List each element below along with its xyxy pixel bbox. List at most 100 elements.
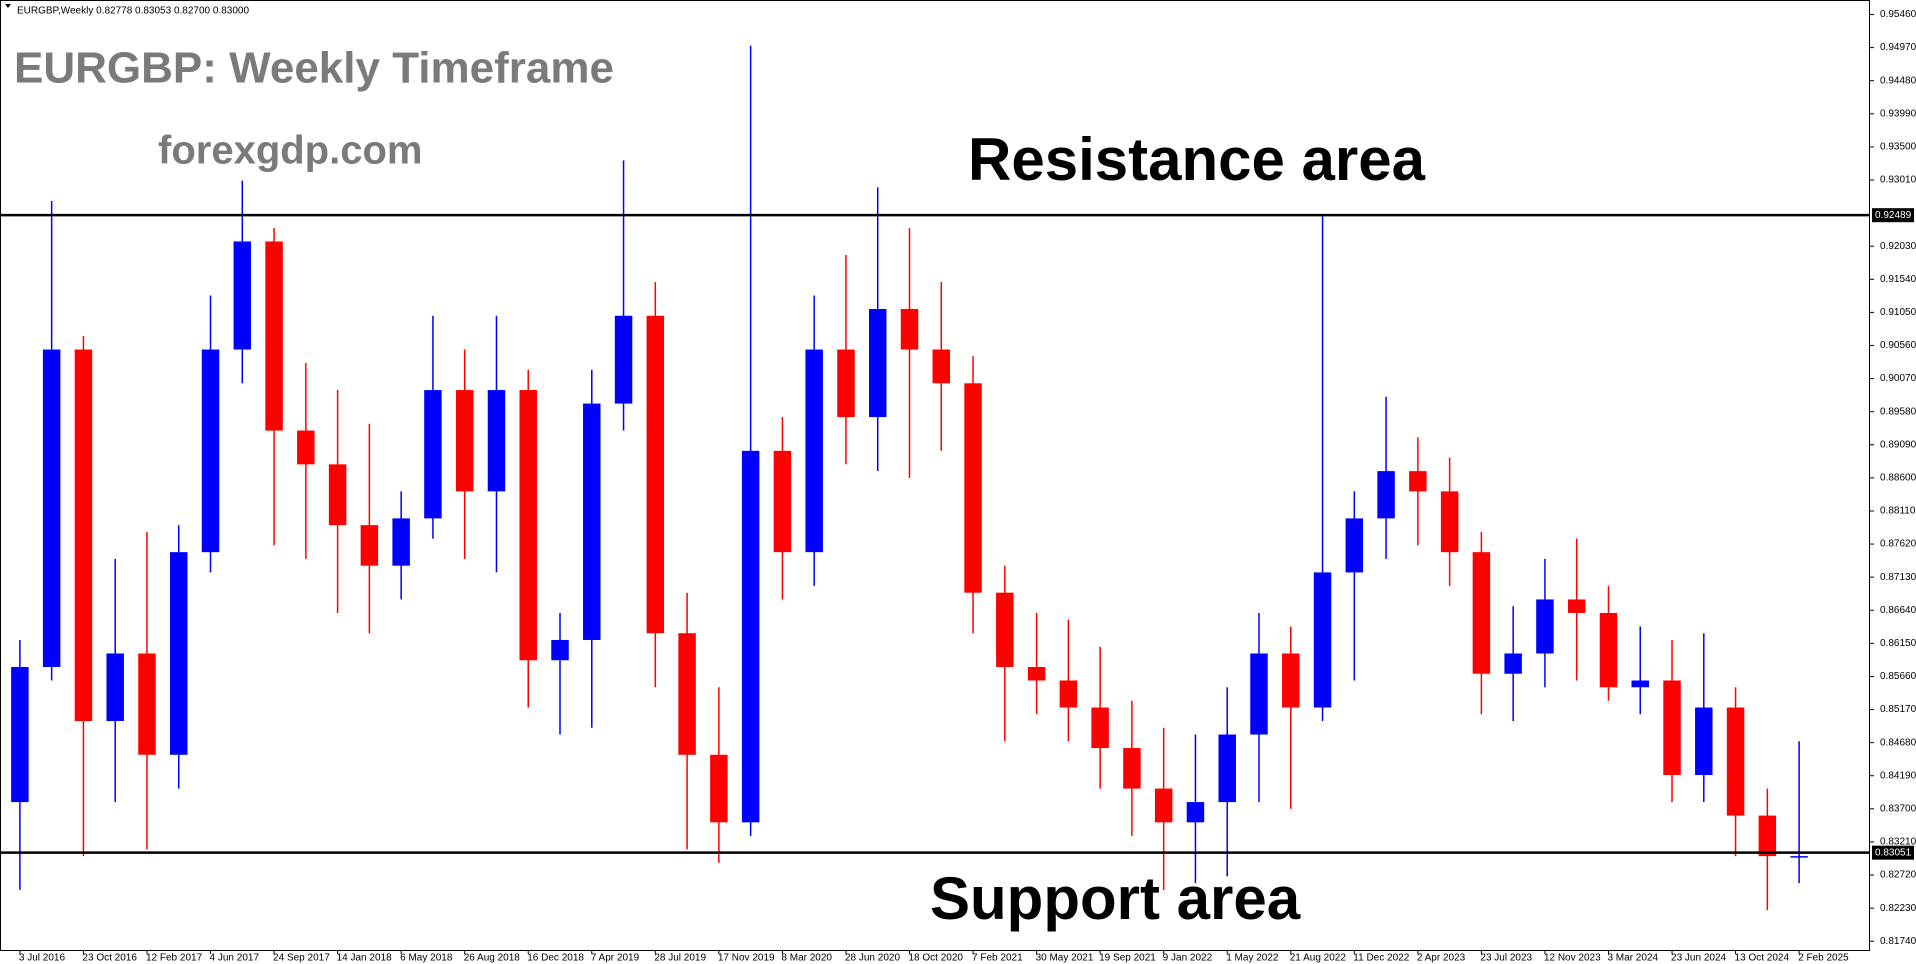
candle-body [138,653,156,755]
x-tick-label: 7 Apr 2019 [591,953,640,964]
candle-body [106,653,124,722]
candle-body [233,241,252,350]
candle-body [1154,788,1173,823]
x-tick-label: 16 Dec 2018 [527,953,584,964]
y-tick-label: 0.92030 [1880,241,1916,252]
y-tick-label: 0.93010 [1880,175,1916,186]
candle-body [1377,471,1395,519]
y-tick-label: 0.94970 [1880,42,1916,53]
chart-title: EURGBP: Weekly Timeframe [14,44,614,93]
x-tick-label: 19 Sep 2021 [1099,953,1156,964]
level-label: 0.83051 [1875,847,1912,858]
candle-body [1567,599,1586,613]
y-tick-label: 0.87620 [1880,539,1916,550]
candle-body [1186,802,1205,823]
candle-body [455,390,474,492]
candle-body [710,754,728,823]
candle-body [1504,653,1522,674]
candle-body [551,639,569,661]
x-tick-label: 26 Aug 2018 [464,953,521,964]
x-tick-label: 23 Oct 2016 [82,953,137,964]
candle-body [1027,666,1046,681]
x-tick-label: 4 Jun 2017 [210,953,260,964]
candle-body [1758,815,1777,857]
candle-body [1790,856,1808,858]
candle-body [392,518,410,566]
x-tick-label: 8 Mar 2020 [781,953,832,964]
y-tick-label: 0.90560 [1880,340,1916,351]
candle-body [328,464,347,526]
candle-body [11,666,29,803]
y-tick-label: 0.85660 [1880,671,1916,682]
y-tick-label: 0.87130 [1880,572,1916,583]
x-tick-label: 3 Mar 2024 [1607,953,1658,964]
y-tick-label: 0.94480 [1880,75,1916,86]
candle-body [1663,680,1681,776]
x-tick-label: 23 Jun 2024 [1671,953,1726,964]
y-tick-label: 0.90070 [1880,373,1916,384]
candle-body [1345,518,1364,573]
y-tick-label: 0.93500 [1880,142,1916,153]
candle-body [1440,491,1459,553]
candle-body [773,450,792,553]
x-tick-label: 30 May 2021 [1036,953,1094,964]
x-tick-label: 2 Feb 2025 [1798,953,1849,964]
x-tick-label: 2 Apr 2023 [1417,953,1466,964]
x-tick-label: 18 Oct 2020 [909,953,964,964]
candle-body [74,349,93,722]
x-tick-label: 28 Jul 2019 [654,953,706,964]
candle-body [265,241,283,431]
candle-body [1599,612,1618,688]
x-tick-label: 3 Jul 2016 [19,953,66,964]
plot-frame [0,0,1870,951]
candle-body [932,349,951,384]
y-tick-label: 0.84190 [1880,770,1916,781]
candle-body [1472,552,1491,674]
header: EURGBP,Weekly 0.82778 0.83053 0.82700 0.… [17,6,249,17]
candle-body [964,383,982,593]
x-tick-label: 14 Jan 2018 [337,953,392,964]
candle-body [201,349,220,553]
y-tick-label: 0.89090 [1880,439,1916,450]
candle-body [614,315,633,404]
level-label-box [1872,208,1914,223]
candle-body [1250,653,1268,735]
candle-body [487,390,506,492]
y-tick-label: 0.83210 [1880,837,1916,848]
y-tick-label: 0.89580 [1880,406,1916,417]
y-tick-label: 0.85170 [1880,704,1916,715]
x-tick-label: 23 Jul 2023 [1480,953,1532,964]
x-tick-label: 21 Aug 2022 [1290,953,1347,964]
y-tick-label: 0.93990 [1880,108,1916,119]
candle-body [1536,599,1554,654]
candle-body [360,525,379,566]
y-tick-label: 0.84680 [1880,737,1916,748]
y-tick-label: 0.91050 [1880,307,1916,318]
y-tick-label: 0.81740 [1880,936,1916,947]
x-tick-label: 12 Nov 2023 [1544,953,1601,964]
x-tick-label: 6 May 2018 [400,953,453,964]
candle-body [424,390,442,519]
candle-body [1091,707,1109,749]
level-label-box [1872,845,1914,860]
candle-body [1695,707,1713,776]
candle-body [297,430,315,465]
x-tick-label: 9 Jan 2022 [1163,953,1213,964]
candle-body [1313,572,1332,708]
candle-body [741,450,760,823]
y-tick-label: 0.91540 [1880,274,1916,285]
candle-body [1218,734,1236,803]
annotation: Resistance area [968,126,1426,193]
candle-body [805,349,823,553]
candle-body [519,390,537,661]
candle-body [170,552,188,755]
candle-body [678,633,696,755]
y-tick-label: 0.88110 [1880,506,1916,517]
y-tick-label: 0.83700 [1880,803,1916,814]
candle-body [1123,748,1141,789]
candle-body [1631,680,1649,688]
x-tick-label: 11 Dec 2022 [1353,953,1409,964]
x-tick-label: 1 May 2022 [1226,953,1279,964]
candle-body [1282,653,1300,708]
